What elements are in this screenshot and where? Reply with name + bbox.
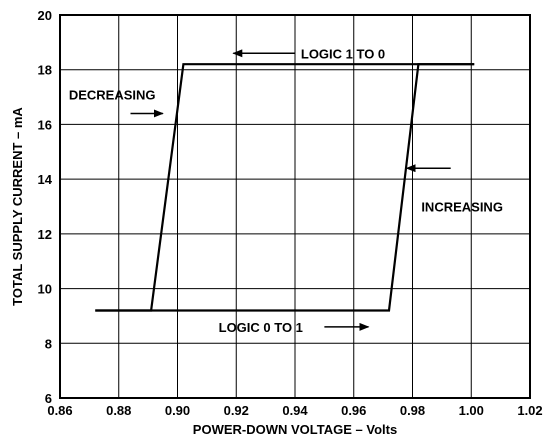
y-tick-label: 16: [38, 117, 52, 132]
x-tick-label: 0.90: [165, 403, 190, 418]
grid: [60, 15, 530, 398]
x-tick-label: 0.98: [400, 403, 425, 418]
x-tick-label: 1.00: [459, 403, 484, 418]
y-axis-label: TOTAL SUPPLY CURRENT – mA: [10, 107, 25, 306]
y-tick-label: 18: [38, 63, 52, 78]
y-tick-label: 10: [38, 282, 52, 297]
y-tick-label: 8: [45, 336, 52, 351]
annotation-label: LOGIC 0 TO 1: [219, 320, 303, 335]
annotations: LOGIC 1 TO 0 DECREASING INCREASING LOGIC 0 …: [69, 46, 503, 335]
series-group: [95, 63, 475, 312]
y-tick-label: 14: [38, 172, 53, 187]
y-tick-label: 12: [38, 227, 52, 242]
series-line-2: [95, 63, 475, 312]
y-tick-label: 6: [45, 391, 52, 406]
annotation-label: INCREASING: [421, 200, 503, 215]
x-tick-label: 0.86: [47, 403, 72, 418]
x-tick-label: 0.96: [341, 403, 366, 418]
x-tick-label: 0.88: [106, 403, 131, 418]
plot-frame: [59, 14, 531, 399]
annotation-label: DECREASING: [69, 87, 156, 102]
annotation-label: LOGIC 1 TO 0: [301, 46, 385, 61]
x-tick-label: 0.92: [224, 403, 249, 418]
y-tick-labels: 6 8 10 12 14 16 18 20: [38, 8, 53, 406]
x-axis-label: POWER-DOWN VOLTAGE – Volts: [193, 422, 397, 437]
y-tick-label: 20: [38, 8, 52, 23]
x-tick-label: 1.02: [517, 403, 542, 418]
x-tick-label: 0.94: [282, 403, 308, 418]
x-tick-labels: 0.86 0.88 0.90 0.92 0.94 0.96 0.98 1.00 1.02: [47, 403, 542, 418]
